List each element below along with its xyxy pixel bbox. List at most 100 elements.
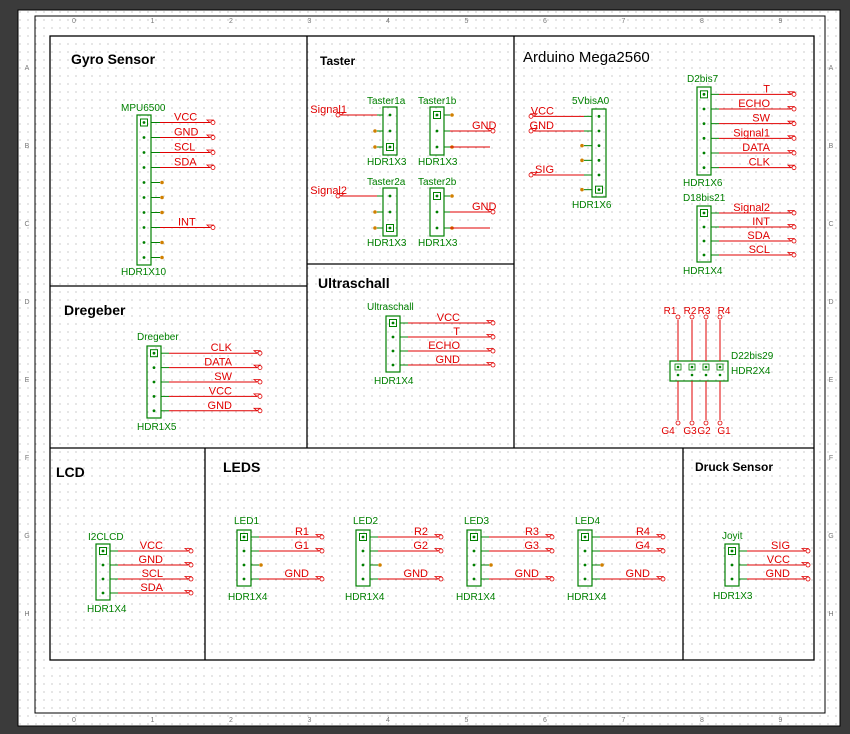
pin-pad [702,253,706,257]
pin1-marker [240,533,248,541]
net-port [210,165,216,170]
pin-pad [152,351,156,355]
header-taster1b[interactable]: GND Taster1b HDR1X3 [418,96,497,168]
header-taster1a[interactable]: Signal1 Taster1a HDR1X3 [310,96,407,168]
pin1-marker [359,533,367,541]
header-d2bis7[interactable]: T ECHO SW Signal1 DATA CLK D2bis7 HDR1X6 [683,74,797,189]
frame-column-label: 2 [229,18,233,25]
header-mpu6500[interactable]: VCC GND SCL SDA INT MPU6500 HDR1X10 [121,103,216,278]
pin-pad [435,145,439,149]
pin-pad [142,196,146,199]
header-ultraschall[interactable]: VCC T ECHO GND Ultraschall HDR1X4 [367,302,496,387]
header-taster2b[interactable]: GND Taster2b HDR1X3 [418,177,497,249]
pin-pad [676,373,680,377]
header-d18bis21[interactable]: Signal2 INT SDA SCL D18bis21 HDR1X4 [683,193,797,277]
header-v5bis0[interactable]: VCC GND SIG 5VbisA0 HDR1X6 [528,96,612,211]
unconnected-pin [600,563,604,567]
net-label: GND [766,568,791,580]
frame-column-label: 3 [308,18,312,25]
header-led2[interactable]: R2 G2 GND LED2 HDR1X4 [345,516,444,603]
pin-pad [597,173,601,177]
pin1-marker [99,547,107,555]
pin-pad [361,549,365,553]
pin-pad [142,136,146,139]
header-body [577,529,593,587]
component-type: HDR1X3 [367,238,407,249]
pin-pad [583,577,587,581]
net-label: G1 [294,540,309,552]
pin-pad [361,535,365,539]
net-label: T [763,83,770,95]
net-port [257,379,263,385]
header-led1[interactable]: R1 G1 GND LED1 HDR1X4 [228,516,325,603]
component-type: HDR1X3 [418,157,458,168]
net-port [528,128,534,134]
header-led3[interactable]: R3 G3 GND LED3 HDR1X4 [456,516,555,603]
net-port [791,252,797,258]
frame-column-label: 9 [779,717,783,724]
unconnected-pin [373,210,377,214]
frame-row-label: G [828,533,833,540]
net-port [791,91,797,97]
component-ref: Joyit [722,531,743,542]
frame-row-label: B [829,143,834,150]
header-joyit[interactable]: SIG VCC GND Joyit HDR1X3 [713,531,811,602]
net-port [791,238,797,244]
header-i2clcd[interactable]: VCC GND SCL SDA I2CLCD HDR1X4 [87,532,194,615]
pin-pad [388,145,392,149]
pin-pad [142,211,146,214]
pin-pad [142,181,146,184]
net-port [188,590,194,596]
pin1-marker [581,533,589,541]
net-label: GND [472,120,497,132]
net-port [319,548,325,554]
net-port [528,172,534,178]
pin-pad [391,363,395,367]
component-type: HDR2X4 [731,366,771,377]
pin-pad [242,577,246,581]
pin-pad [435,113,439,117]
section-borders [49,35,815,661]
frame-column-label: 2 [229,717,233,724]
pin1-marker [386,224,394,232]
unconnected-pin [160,240,164,245]
header-d22bis29[interactable]: R1 R2 R3 R4 G4 G3 G2 G1 D22bis29 HDR2X4 [661,306,773,437]
pin-pad [101,563,105,567]
component-ref: Taster2a [367,177,406,188]
unconnected-pin [160,180,164,185]
net-port [438,548,444,554]
component-ref: Dregeber [137,332,179,343]
pin-pad [388,210,392,214]
net-port [805,562,811,568]
pin-pad [730,577,734,581]
header-taster2a[interactable]: Signal2 Taster2a HDR1X3 [310,177,407,249]
frame-row-label: F [25,455,29,462]
net-port [660,548,666,554]
net-port [689,420,695,426]
pin-pad [435,129,439,133]
section-title-gyro: Gyro Sensor [71,51,156,67]
pin-pad [142,166,146,169]
unconnected-pin [580,143,584,148]
header-dregeber[interactable]: CLK DATA SW VCC GND Dregeber HDR1X5 [137,332,263,433]
net-label: GND [404,568,429,580]
header-led4[interactable]: R4 G4 GND LED4 HDR1X4 [567,516,666,603]
net-label: GND [472,201,497,213]
frame-column-label: 8 [700,18,704,25]
pin-pad [361,577,365,581]
component-ref: LED2 [353,516,378,527]
net-port [717,314,723,320]
pin1-marker [389,319,397,327]
pin-pad [676,365,680,369]
pin-pad [702,166,706,170]
net-label: CLK [749,157,771,169]
section-title-lcd: LCD [56,464,85,480]
pin-pad [472,535,476,539]
net-label: G4 [635,540,650,552]
header-body [669,360,729,382]
components-layer: VCC GND SCL SDA INT MPU6500 HDR1X10 Signal1 Tast… [87,74,811,615]
pin1-marker [702,363,710,371]
component-type: HDR1X3 [713,591,753,602]
header-body [591,108,607,198]
